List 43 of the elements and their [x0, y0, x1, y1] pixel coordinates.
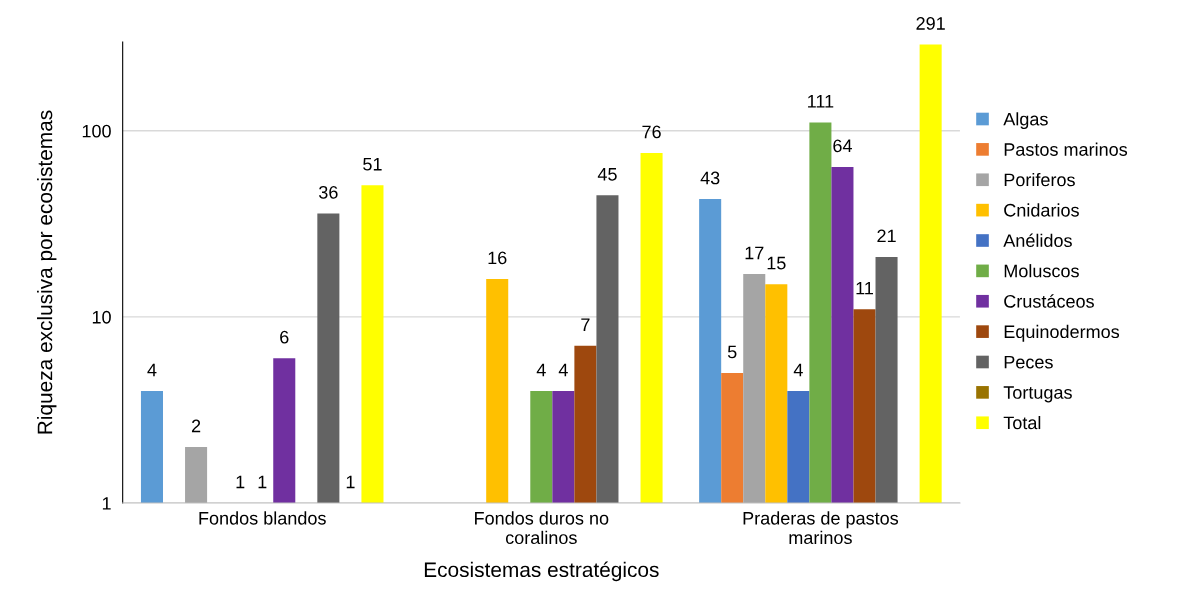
y-tick-label: 100	[82, 124, 111, 138]
y-axis-title: Riqueza exclusiva por ecosistemas	[37, 110, 57, 434]
x-tick-label: Fondos duros no coralinos	[475, 511, 609, 545]
legend-label: Pastos marinos	[1004, 142, 1128, 156]
legend-label: Anélidos	[1003, 233, 1072, 247]
data-label: 36	[319, 185, 338, 199]
legend-label: Total	[1003, 415, 1041, 430]
data-label: 76	[642, 125, 661, 139]
x-axis-title: Ecosistemas estratégicos	[424, 561, 659, 582]
data-label: 45	[597, 168, 617, 181]
data-label: 1	[236, 475, 245, 489]
legend-label: Equinodermos	[1004, 324, 1120, 342]
x-tick-label: Fondos blandos	[199, 511, 326, 525]
data-label: 16	[488, 251, 507, 265]
data-label: 11	[856, 281, 873, 295]
x-tick-label: Praderas de pastos marinos	[743, 511, 899, 545]
data-label: 4	[536, 363, 546, 377]
legend-label: Poriferos	[1004, 172, 1075, 187]
data-label: 4	[147, 363, 157, 377]
data-label: 21	[877, 229, 896, 243]
data-label: 1	[258, 475, 267, 489]
legend-label: Crustáceos	[1004, 294, 1094, 308]
legend-label: Algas	[1003, 112, 1048, 130]
data-label: 111	[808, 95, 834, 108]
y-tick-label: 10	[92, 310, 111, 324]
data-label: 64	[833, 139, 852, 153]
data-label: 6	[280, 330, 289, 344]
legend-label: Peces	[1004, 355, 1053, 369]
data-label: 291	[916, 17, 945, 30]
data-label: 5	[727, 345, 737, 359]
legend-label: Cnidarios	[1004, 203, 1079, 217]
data-label: 1	[346, 475, 355, 489]
data-label: 43	[700, 171, 720, 185]
y-tick-label: 1	[102, 497, 111, 510]
data-label: 4	[558, 363, 568, 377]
data-label: 17	[745, 246, 764, 260]
data-label: 15	[767, 256, 786, 270]
data-label: 7	[581, 318, 590, 331]
legend-label: Moluscos	[1004, 264, 1079, 278]
legend-label: Tortugas	[1003, 386, 1072, 403]
data-label: 4	[793, 363, 803, 377]
data-label: 51	[363, 157, 382, 171]
data-label: 2	[191, 419, 201, 433]
